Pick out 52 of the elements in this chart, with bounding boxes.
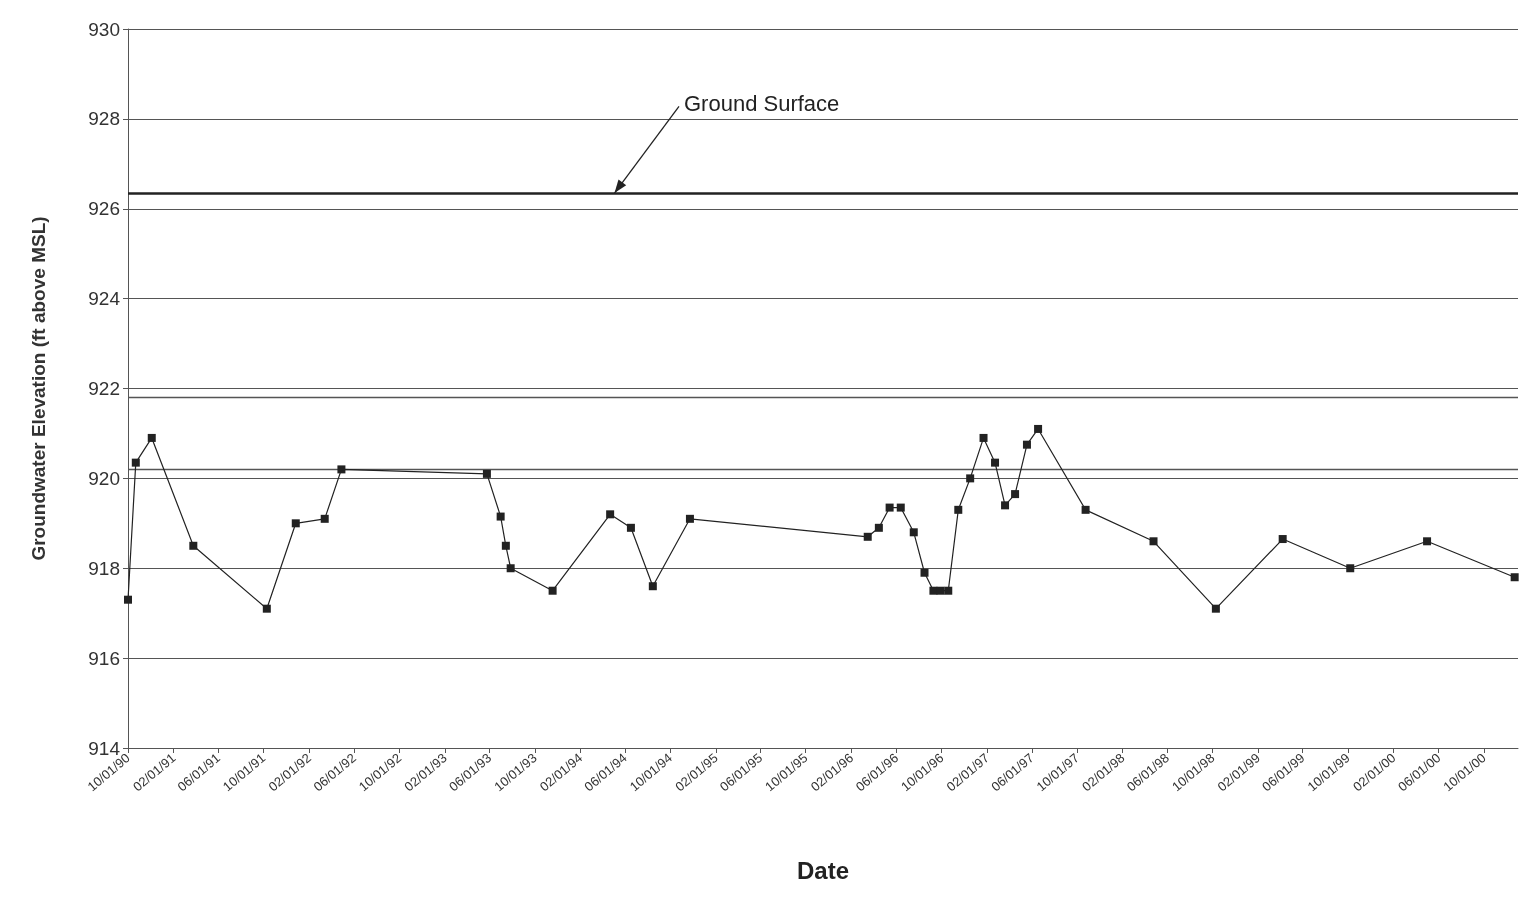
point — [482, 469, 491, 478]
y-tick-label: 924 — [88, 288, 121, 310]
point — [1423, 537, 1432, 546]
point — [944, 586, 953, 595]
y-tick-label: 922 — [88, 378, 120, 399]
y-tick-label: 928 — [88, 108, 120, 130]
point — [1022, 440, 1031, 449]
point — [320, 514, 329, 523]
point — [954, 505, 963, 514]
point — [291, 519, 300, 528]
point — [337, 465, 346, 474]
y-tick-label: 930 — [88, 18, 120, 40]
point — [920, 568, 929, 577]
point — [131, 458, 140, 467]
point — [1278, 535, 1287, 544]
point — [1149, 537, 1158, 546]
point — [966, 474, 975, 483]
point — [896, 503, 905, 512]
point — [548, 586, 557, 595]
point — [606, 510, 615, 519]
point — [626, 523, 635, 532]
y-tick-label: 918 — [88, 557, 120, 579]
point — [863, 532, 872, 541]
x-axis-title: Date — [796, 856, 850, 884]
point — [496, 512, 505, 521]
point — [506, 564, 515, 573]
point — [874, 523, 883, 532]
y-tick-label: 920 — [88, 467, 120, 489]
point — [262, 604, 271, 613]
y-tick-label: 926 — [88, 198, 120, 220]
y-tick-label: 914 — [88, 737, 121, 759]
ref-line-label: Ground Surface — [684, 90, 840, 116]
point — [936, 586, 945, 595]
point — [979, 433, 988, 442]
point — [124, 595, 132, 604]
point — [501, 541, 510, 550]
point — [991, 458, 1000, 467]
y-axis-title: Groundwater Elevation (ft above MSL) — [28, 216, 49, 561]
point — [1346, 564, 1355, 573]
point — [147, 433, 156, 442]
point — [1001, 501, 1010, 510]
point — [1510, 573, 1519, 582]
point — [685, 514, 694, 523]
point — [1211, 604, 1220, 613]
point — [1034, 424, 1043, 433]
point — [909, 528, 918, 537]
point — [1081, 505, 1090, 514]
point — [189, 541, 198, 550]
point — [885, 503, 894, 512]
point — [1011, 490, 1020, 499]
point — [648, 582, 657, 591]
y-tick-label: 916 — [88, 647, 120, 669]
